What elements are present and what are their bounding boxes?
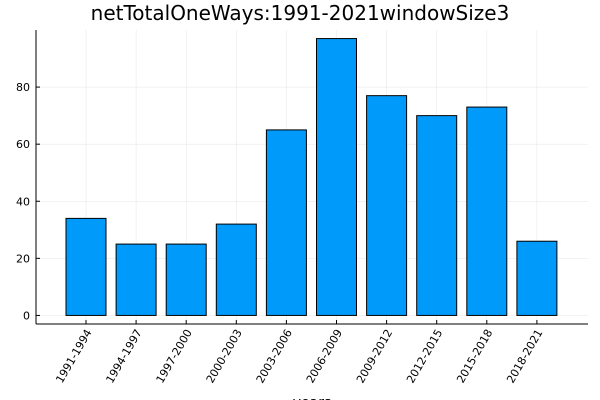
bar-2012-2015 [416,115,458,316]
chart-title: netTotalOneWays:1991-2021windowSize3 [90,1,510,25]
x-ticks: 1991-1994 1994-1997 1997-2000 2000-2003 2003… [53,320,545,385]
y-tick-label: 0 [23,309,30,322]
y-ticks: 0 20 40 60 80 [16,81,40,322]
bar-1994-1997 [115,243,157,316]
bar-2000-2003 [215,223,257,316]
y-tick-label: 80 [16,81,30,94]
y-tick-label: 20 [16,252,30,265]
bar-2006-2009 [316,38,357,316]
x-tick-label: 2015-2018 [454,327,495,385]
x-tick-label: 2018-2021 [504,327,545,385]
bar-2015-2018 [466,106,508,316]
x-tick-label: 2006-2009 [304,327,345,385]
bar-1991-1994 [65,217,107,316]
x-tick-label: 1991-1994 [53,327,94,385]
x-tick-label: 2012-2015 [404,327,445,385]
x-tick-label: 2003-2006 [254,327,295,385]
bar-2018-2021 [516,240,558,316]
x-axis-label: years [293,395,332,400]
bar-2003-2006 [265,129,307,316]
y-tick-label: 60 [16,138,30,151]
axes [35,30,588,325]
bars-group [65,38,558,316]
x-tick-label: 1997-2000 [154,327,195,385]
x-tick-label: 1994-1997 [103,327,144,385]
bar-1997-2000 [165,243,207,316]
x-tick-label: 2000-2003 [204,327,245,385]
x-tick-label: 2009-2012 [354,327,395,385]
y-tick-label: 40 [16,195,30,208]
bar-2009-2012 [366,95,408,316]
